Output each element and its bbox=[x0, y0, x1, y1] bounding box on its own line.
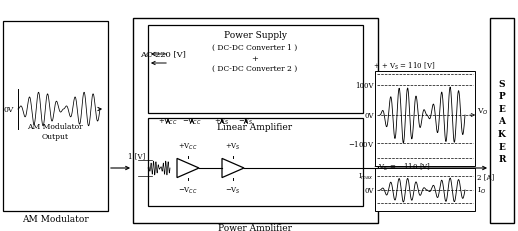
Text: +V$_S$: +V$_S$ bbox=[214, 116, 230, 127]
Text: +V$_{CC}$: +V$_{CC}$ bbox=[178, 141, 198, 152]
Text: $-$100V: $-$100V bbox=[348, 138, 374, 148]
Text: Linear Amplifier: Linear Amplifier bbox=[218, 123, 293, 132]
Text: +V$_{CC}$: +V$_{CC}$ bbox=[158, 116, 178, 127]
Text: Power Amplifier: Power Amplifier bbox=[218, 224, 292, 231]
Bar bbox=[3, 22, 108, 211]
Text: AM Modulator: AM Modulator bbox=[22, 215, 89, 224]
Bar bbox=[148, 26, 363, 113]
Text: AC 220 [V]: AC 220 [V] bbox=[140, 50, 186, 58]
Text: 0V: 0V bbox=[365, 112, 374, 119]
Text: I$_{max}$: I$_{max}$ bbox=[358, 171, 374, 181]
Text: 0V: 0V bbox=[365, 186, 374, 194]
Bar bbox=[490, 19, 514, 223]
Text: + + V$_S$ = 110 [V]: + + V$_S$ = 110 [V] bbox=[373, 61, 436, 72]
Text: Power Supply: Power Supply bbox=[223, 30, 286, 39]
Bar bbox=[148, 119, 363, 206]
Text: +: + bbox=[252, 55, 258, 63]
Text: $-$V$_S$ = $-$110 [V]: $-$V$_S$ = $-$110 [V] bbox=[373, 161, 431, 173]
Text: I$_O$: I$_O$ bbox=[477, 185, 486, 195]
Text: ( DC-DC Converter 1 ): ( DC-DC Converter 1 ) bbox=[212, 44, 298, 52]
Bar bbox=[375, 72, 475, 166]
Text: 2 [A]: 2 [A] bbox=[477, 172, 494, 180]
Text: $-$V$_{CC}$: $-$V$_{CC}$ bbox=[178, 185, 198, 195]
Text: $-$V$_S$: $-$V$_S$ bbox=[238, 116, 254, 127]
Text: S
P
E
A
K
E
R: S P E A K E R bbox=[498, 80, 506, 163]
Text: ( DC-DC Converter 2 ): ( DC-DC Converter 2 ) bbox=[212, 65, 298, 73]
Text: 1 [V]: 1 [V] bbox=[128, 151, 145, 159]
Text: 0V: 0V bbox=[4, 106, 14, 113]
Bar bbox=[375, 168, 475, 211]
Text: 100V: 100V bbox=[355, 82, 374, 90]
Text: $-$V$_S$: $-$V$_S$ bbox=[225, 185, 241, 195]
Text: AM Modulator
Output: AM Modulator Output bbox=[27, 123, 83, 140]
Bar bbox=[133, 19, 378, 223]
Text: V$_O$: V$_O$ bbox=[477, 106, 488, 117]
Text: $-$V$_{CC}$: $-$V$_{CC}$ bbox=[182, 116, 202, 127]
Text: +V$_S$: +V$_S$ bbox=[225, 141, 241, 152]
